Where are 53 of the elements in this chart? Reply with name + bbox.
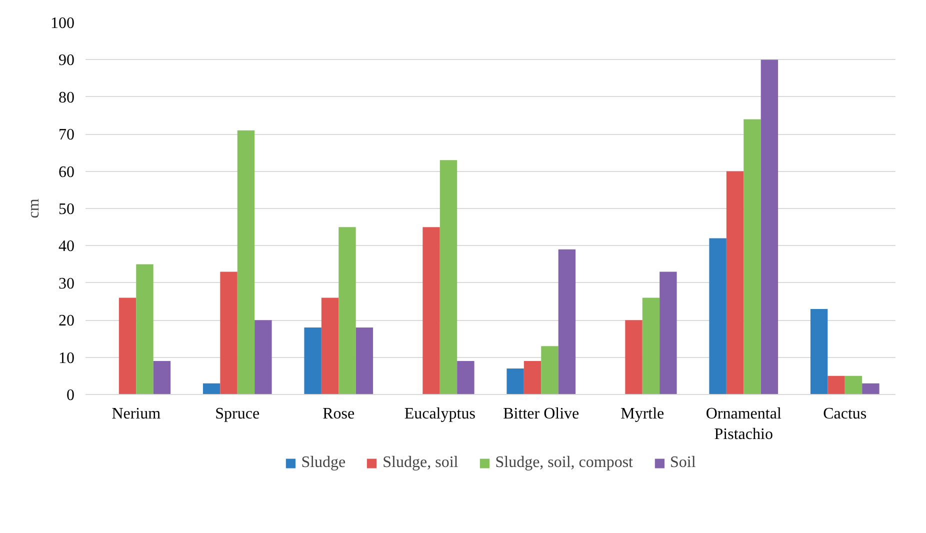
y-tick-label: 30: [58, 275, 74, 292]
y-tick-label: 70: [58, 126, 74, 144]
bar: [220, 272, 238, 394]
bar: [237, 130, 255, 394]
bar: [625, 320, 642, 394]
y-tick-label: 10: [58, 350, 74, 367]
bar: [726, 171, 744, 394]
y-tick-label: 60: [58, 164, 74, 181]
bar: [136, 264, 154, 394]
bar: [440, 160, 458, 394]
x-tick-label: Cactus: [823, 406, 867, 422]
x-tick-label: Myrtle: [620, 406, 664, 422]
bar: [760, 60, 778, 394]
y-tick-label: 0: [66, 387, 74, 404]
bar: [506, 368, 524, 394]
bar: [153, 361, 171, 394]
legend-label: Sludge, soil: [382, 454, 458, 472]
y-axis-title: cm: [26, 198, 42, 218]
bar: [828, 376, 845, 394]
bar: [202, 383, 220, 394]
bar: [660, 272, 677, 394]
x-tick-label: Spruce: [215, 406, 260, 422]
bar: [744, 119, 761, 394]
bar: [862, 383, 880, 394]
bar: [642, 298, 660, 394]
y-tick-label: 90: [58, 52, 74, 70]
y-tick-label: 50: [58, 201, 74, 218]
bar: [304, 328, 322, 394]
bar: [844, 376, 862, 394]
x-tick-label: Rose: [322, 406, 355, 422]
y-tick-label: 40: [58, 238, 74, 256]
x-tick-label: Ornamental Pistachio: [706, 406, 782, 443]
bar: [422, 227, 440, 394]
y-tick-label: 100: [50, 15, 74, 32]
y-tick-label: 20: [58, 312, 74, 330]
bar: [457, 361, 474, 394]
x-tick-label: Bitter Olive: [503, 406, 580, 422]
bar: [709, 238, 726, 394]
bar: [810, 308, 828, 394]
bar: [118, 298, 136, 394]
bar: [321, 298, 339, 394]
legend-label: Sludge: [301, 454, 346, 472]
y-tick-label: 80: [58, 89, 74, 106]
bar: [524, 361, 542, 394]
bar: [338, 227, 356, 394]
bar: [541, 346, 558, 394]
x-tick-label: Nerium: [112, 406, 162, 422]
bar: [356, 328, 374, 394]
legend-label: Sludge, soil, compost: [495, 454, 633, 472]
bar: [558, 249, 576, 394]
bar: [254, 320, 272, 394]
x-tick-label: Eucalyptus: [404, 406, 476, 422]
legend-label: Soil: [670, 454, 696, 472]
